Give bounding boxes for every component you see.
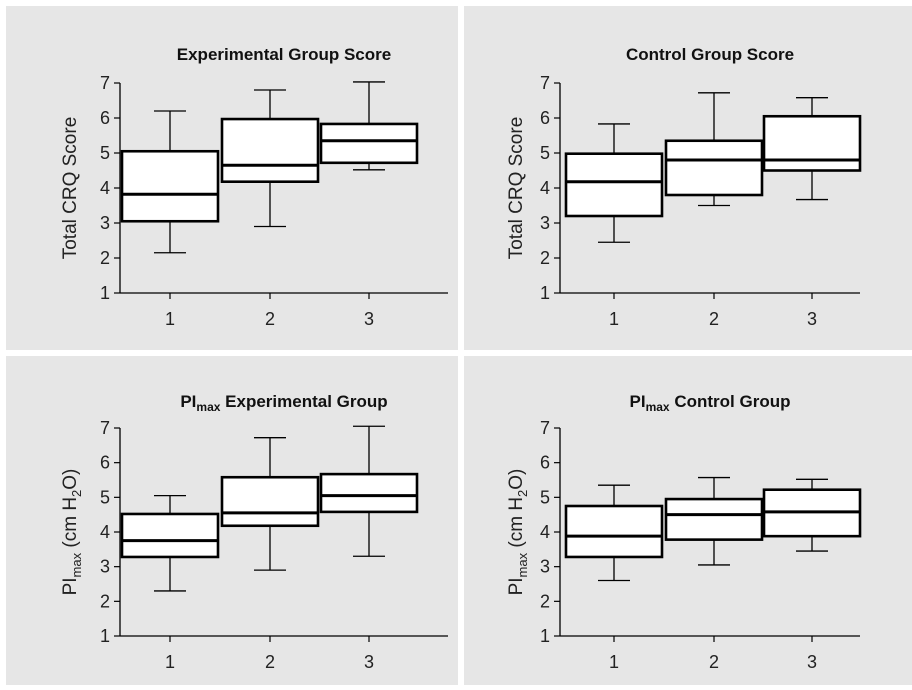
box-plot-2: [664, 92, 764, 207]
y-tick-label: 5: [100, 143, 110, 163]
chart-title: Experimental Group Score: [177, 45, 391, 64]
y-tick-label: 7: [100, 418, 110, 438]
y-tick-label: 1: [100, 283, 110, 303]
x-tick-label: 2: [709, 652, 719, 672]
iqr-box: [319, 122, 419, 165]
x-tick-label: 1: [165, 652, 175, 672]
iqr-box: [762, 114, 862, 172]
y-tick-label: 4: [540, 522, 550, 542]
chart-title: PImax Experimental Group: [180, 392, 387, 414]
x-tick-label: 3: [807, 652, 817, 672]
iqr-box: [564, 504, 664, 559]
y-tick-label: 4: [100, 522, 110, 542]
y-tick-label: 5: [540, 143, 550, 163]
x-tick-label: 1: [609, 309, 619, 329]
y-tick-label: 4: [540, 178, 550, 198]
x-tick-label: 2: [265, 652, 275, 672]
chart-panel-3: PImax Experimental Group PImax (cm H2O) 1 2…: [6, 356, 458, 685]
iqr-box: [664, 497, 764, 541]
y-axis-label: PImax (cm H2O): [506, 469, 530, 596]
y-tick-label: 3: [540, 557, 550, 577]
y-tick-label: 5: [540, 487, 550, 507]
box-plot-2: [664, 476, 764, 566]
y-tick-label: 1: [540, 626, 550, 646]
y-tick-label: 3: [100, 557, 110, 577]
x-tick-label: 3: [364, 652, 374, 672]
box-plot-1: [564, 484, 664, 582]
box-plot-3: [319, 425, 419, 557]
y-tick-label: 1: [540, 283, 550, 303]
iqr-box: [120, 512, 220, 559]
y-tick-label: 7: [100, 73, 110, 93]
y-tick-label: 3: [540, 213, 550, 233]
iqr-box: [319, 472, 419, 514]
y-tick-label: 2: [100, 248, 110, 268]
box-plot-3: [762, 478, 862, 552]
iqr-box: [564, 152, 664, 218]
y-tick-label: 7: [540, 418, 550, 438]
y-tick-label: 2: [540, 248, 550, 268]
chart-title: Control Group Score: [626, 45, 794, 64]
chart-title: PImax Control Group: [630, 392, 791, 414]
x-tick-label: 3: [364, 309, 374, 329]
box-plot-1: [120, 494, 220, 592]
y-tick-label: 6: [540, 453, 550, 473]
box-plot-3: [762, 97, 862, 201]
y-tick-label: 2: [540, 591, 550, 611]
box-plot-1: [120, 110, 220, 254]
box-plot-2: [220, 437, 320, 571]
x-tick-label: 1: [609, 652, 619, 672]
y-tick-label: 5: [100, 487, 110, 507]
x-tick-label: 2: [709, 309, 719, 329]
y-tick-label: 6: [540, 108, 550, 128]
chart-panel-4: PImax Control Group PImax (cm H2O) 1 2 3 4 5 6 7…: [464, 356, 912, 685]
y-tick-label: 2: [100, 591, 110, 611]
y-tick-label: 6: [100, 108, 110, 128]
y-axis-label: Total CRQ Score: [506, 117, 527, 260]
y-tick-label: 1: [100, 626, 110, 646]
y-tick-label: 7: [540, 73, 550, 93]
iqr-box: [220, 475, 320, 528]
chart-panel-1: Experimental Group Score Total CRQ Score 1…: [6, 6, 458, 350]
x-tick-label: 2: [265, 309, 275, 329]
y-axis-label: Total CRQ Score: [60, 117, 81, 260]
box-plot-2: [220, 89, 320, 228]
y-tick-label: 6: [100, 453, 110, 473]
y-tick-label: 3: [100, 213, 110, 233]
x-tick-label: 1: [165, 309, 175, 329]
x-tick-label: 3: [807, 309, 817, 329]
y-tick-label: 4: [100, 178, 110, 198]
y-axis-label: PImax (cm H2O): [60, 469, 84, 596]
chart-panel-2: Control Group Score Total CRQ Score 1 2 3 4 5 6…: [464, 6, 912, 350]
box-plot-3: [319, 81, 419, 171]
iqr-box: [120, 149, 220, 223]
box-plot-1: [564, 123, 664, 243]
iqr-box: [220, 117, 320, 184]
iqr-box: [664, 139, 764, 197]
